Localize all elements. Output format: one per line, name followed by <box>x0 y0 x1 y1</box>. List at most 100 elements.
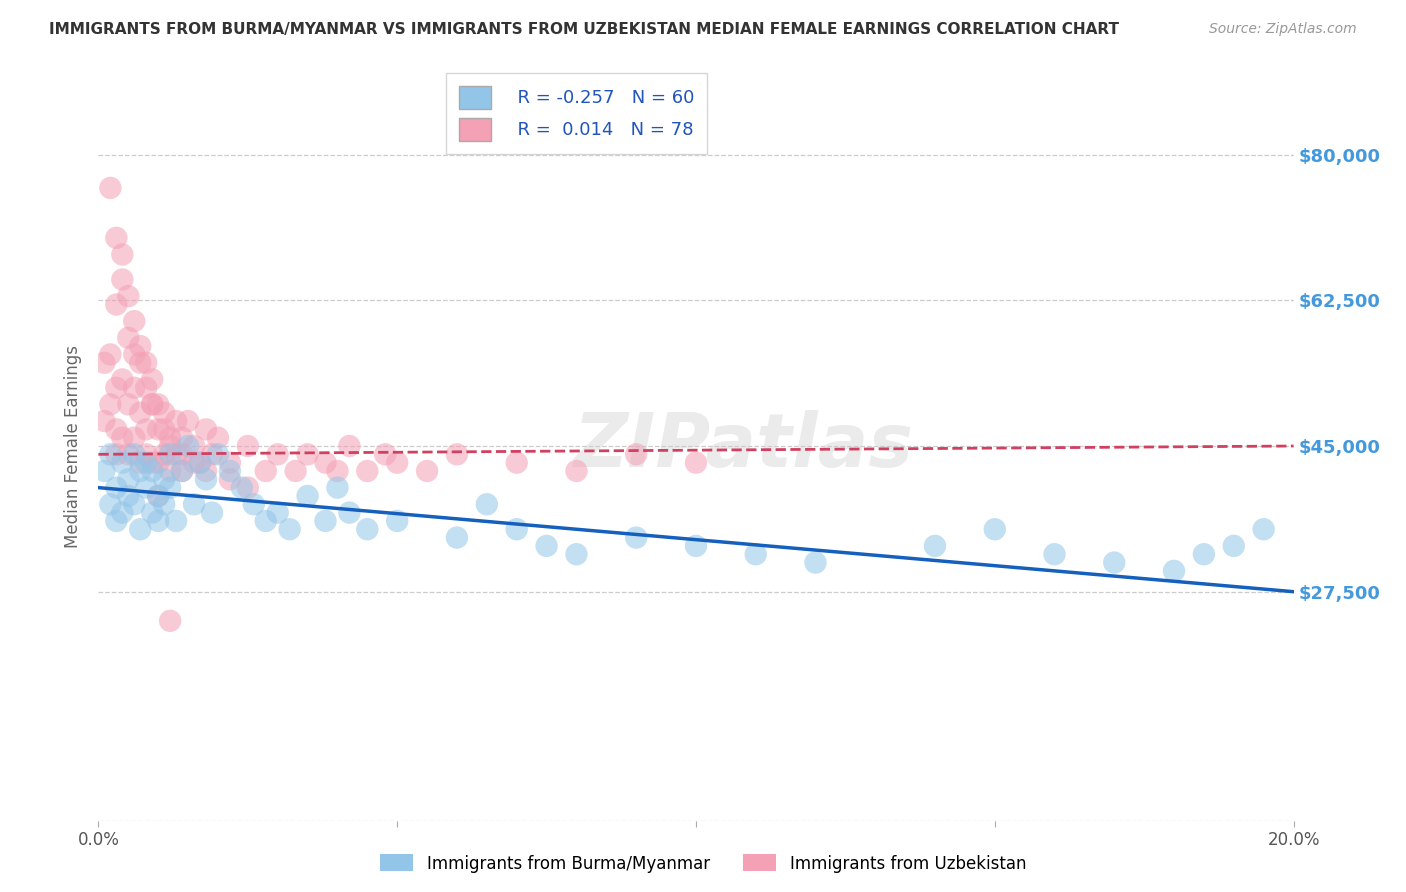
Point <box>148 514 170 528</box>
Point <box>141 456 163 470</box>
Point <box>254 514 277 528</box>
Point <box>626 531 648 545</box>
Text: Source: ZipAtlas.com: Source: ZipAtlas.com <box>1209 22 1357 37</box>
Point <box>172 464 194 478</box>
Point <box>93 414 115 428</box>
Point <box>159 481 181 495</box>
Point <box>124 314 146 328</box>
Point <box>153 447 176 461</box>
Point <box>105 297 128 311</box>
Point <box>129 406 152 420</box>
Point <box>267 447 290 461</box>
Point <box>385 456 409 470</box>
Point <box>117 447 139 461</box>
Point <box>159 431 181 445</box>
Point <box>148 456 170 470</box>
Point <box>105 514 128 528</box>
Point <box>141 397 163 411</box>
Point <box>188 456 211 470</box>
Point <box>124 347 146 361</box>
Point <box>135 356 157 370</box>
Point <box>172 431 194 445</box>
Point <box>172 464 194 478</box>
Point <box>153 406 176 420</box>
Point <box>183 497 205 511</box>
Point <box>105 447 128 461</box>
Point <box>177 439 200 453</box>
Point <box>124 381 146 395</box>
Point <box>165 514 187 528</box>
Point <box>117 289 139 303</box>
Point <box>1163 564 1185 578</box>
Point <box>135 381 157 395</box>
Point <box>148 489 170 503</box>
Point <box>506 456 529 470</box>
Point <box>219 464 242 478</box>
Point <box>685 539 707 553</box>
Point <box>315 514 337 528</box>
Point <box>183 456 205 470</box>
Point <box>117 397 139 411</box>
Point <box>1192 547 1215 561</box>
Point <box>148 397 170 411</box>
Point <box>135 456 157 470</box>
Point <box>339 439 361 453</box>
Point <box>153 497 176 511</box>
Point <box>326 464 349 478</box>
Point <box>297 447 319 461</box>
Point <box>297 489 319 503</box>
Point <box>195 422 218 436</box>
Point <box>165 414 187 428</box>
Point <box>1043 547 1066 561</box>
Point <box>416 464 439 478</box>
Point <box>165 447 187 461</box>
Point <box>326 481 349 495</box>
Point <box>129 356 152 370</box>
Point <box>236 481 259 495</box>
Point <box>117 489 139 503</box>
Point <box>1253 522 1275 536</box>
Point <box>924 539 946 553</box>
Y-axis label: Median Female Earnings: Median Female Earnings <box>65 344 83 548</box>
Point <box>356 522 378 536</box>
Point <box>284 464 307 478</box>
Point <box>195 472 218 486</box>
Point <box>685 456 707 470</box>
Point <box>93 356 115 370</box>
Point <box>565 547 588 561</box>
Point <box>129 339 152 353</box>
Point <box>984 522 1007 536</box>
Point <box>201 447 224 461</box>
Point <box>111 372 134 386</box>
Point <box>93 464 115 478</box>
Point <box>141 397 163 411</box>
Point <box>339 506 361 520</box>
Point <box>153 422 176 436</box>
Point <box>231 481 253 495</box>
Point <box>475 497 498 511</box>
Point <box>219 472 242 486</box>
Text: ZIPatlas: ZIPatlas <box>574 409 914 483</box>
Point <box>98 447 122 461</box>
Point <box>129 522 152 536</box>
Point <box>183 439 205 453</box>
Point <box>159 439 181 453</box>
Point <box>141 464 163 478</box>
Point <box>207 431 229 445</box>
Point <box>135 447 157 461</box>
Text: IMMIGRANTS FROM BURMA/MYANMAR VS IMMIGRANTS FROM UZBEKISTAN MEDIAN FEMALE EARNIN: IMMIGRANTS FROM BURMA/MYANMAR VS IMMIGRA… <box>49 22 1119 37</box>
Point <box>278 522 301 536</box>
Point <box>219 456 242 470</box>
Point <box>195 464 218 478</box>
Point <box>124 447 146 461</box>
Point <box>98 181 122 195</box>
Point <box>98 347 122 361</box>
Point <box>105 231 128 245</box>
Point <box>374 447 396 461</box>
Point <box>385 514 409 528</box>
Point <box>243 497 266 511</box>
Point <box>124 431 146 445</box>
Point <box>159 464 181 478</box>
Point <box>105 481 128 495</box>
Point <box>98 397 122 411</box>
